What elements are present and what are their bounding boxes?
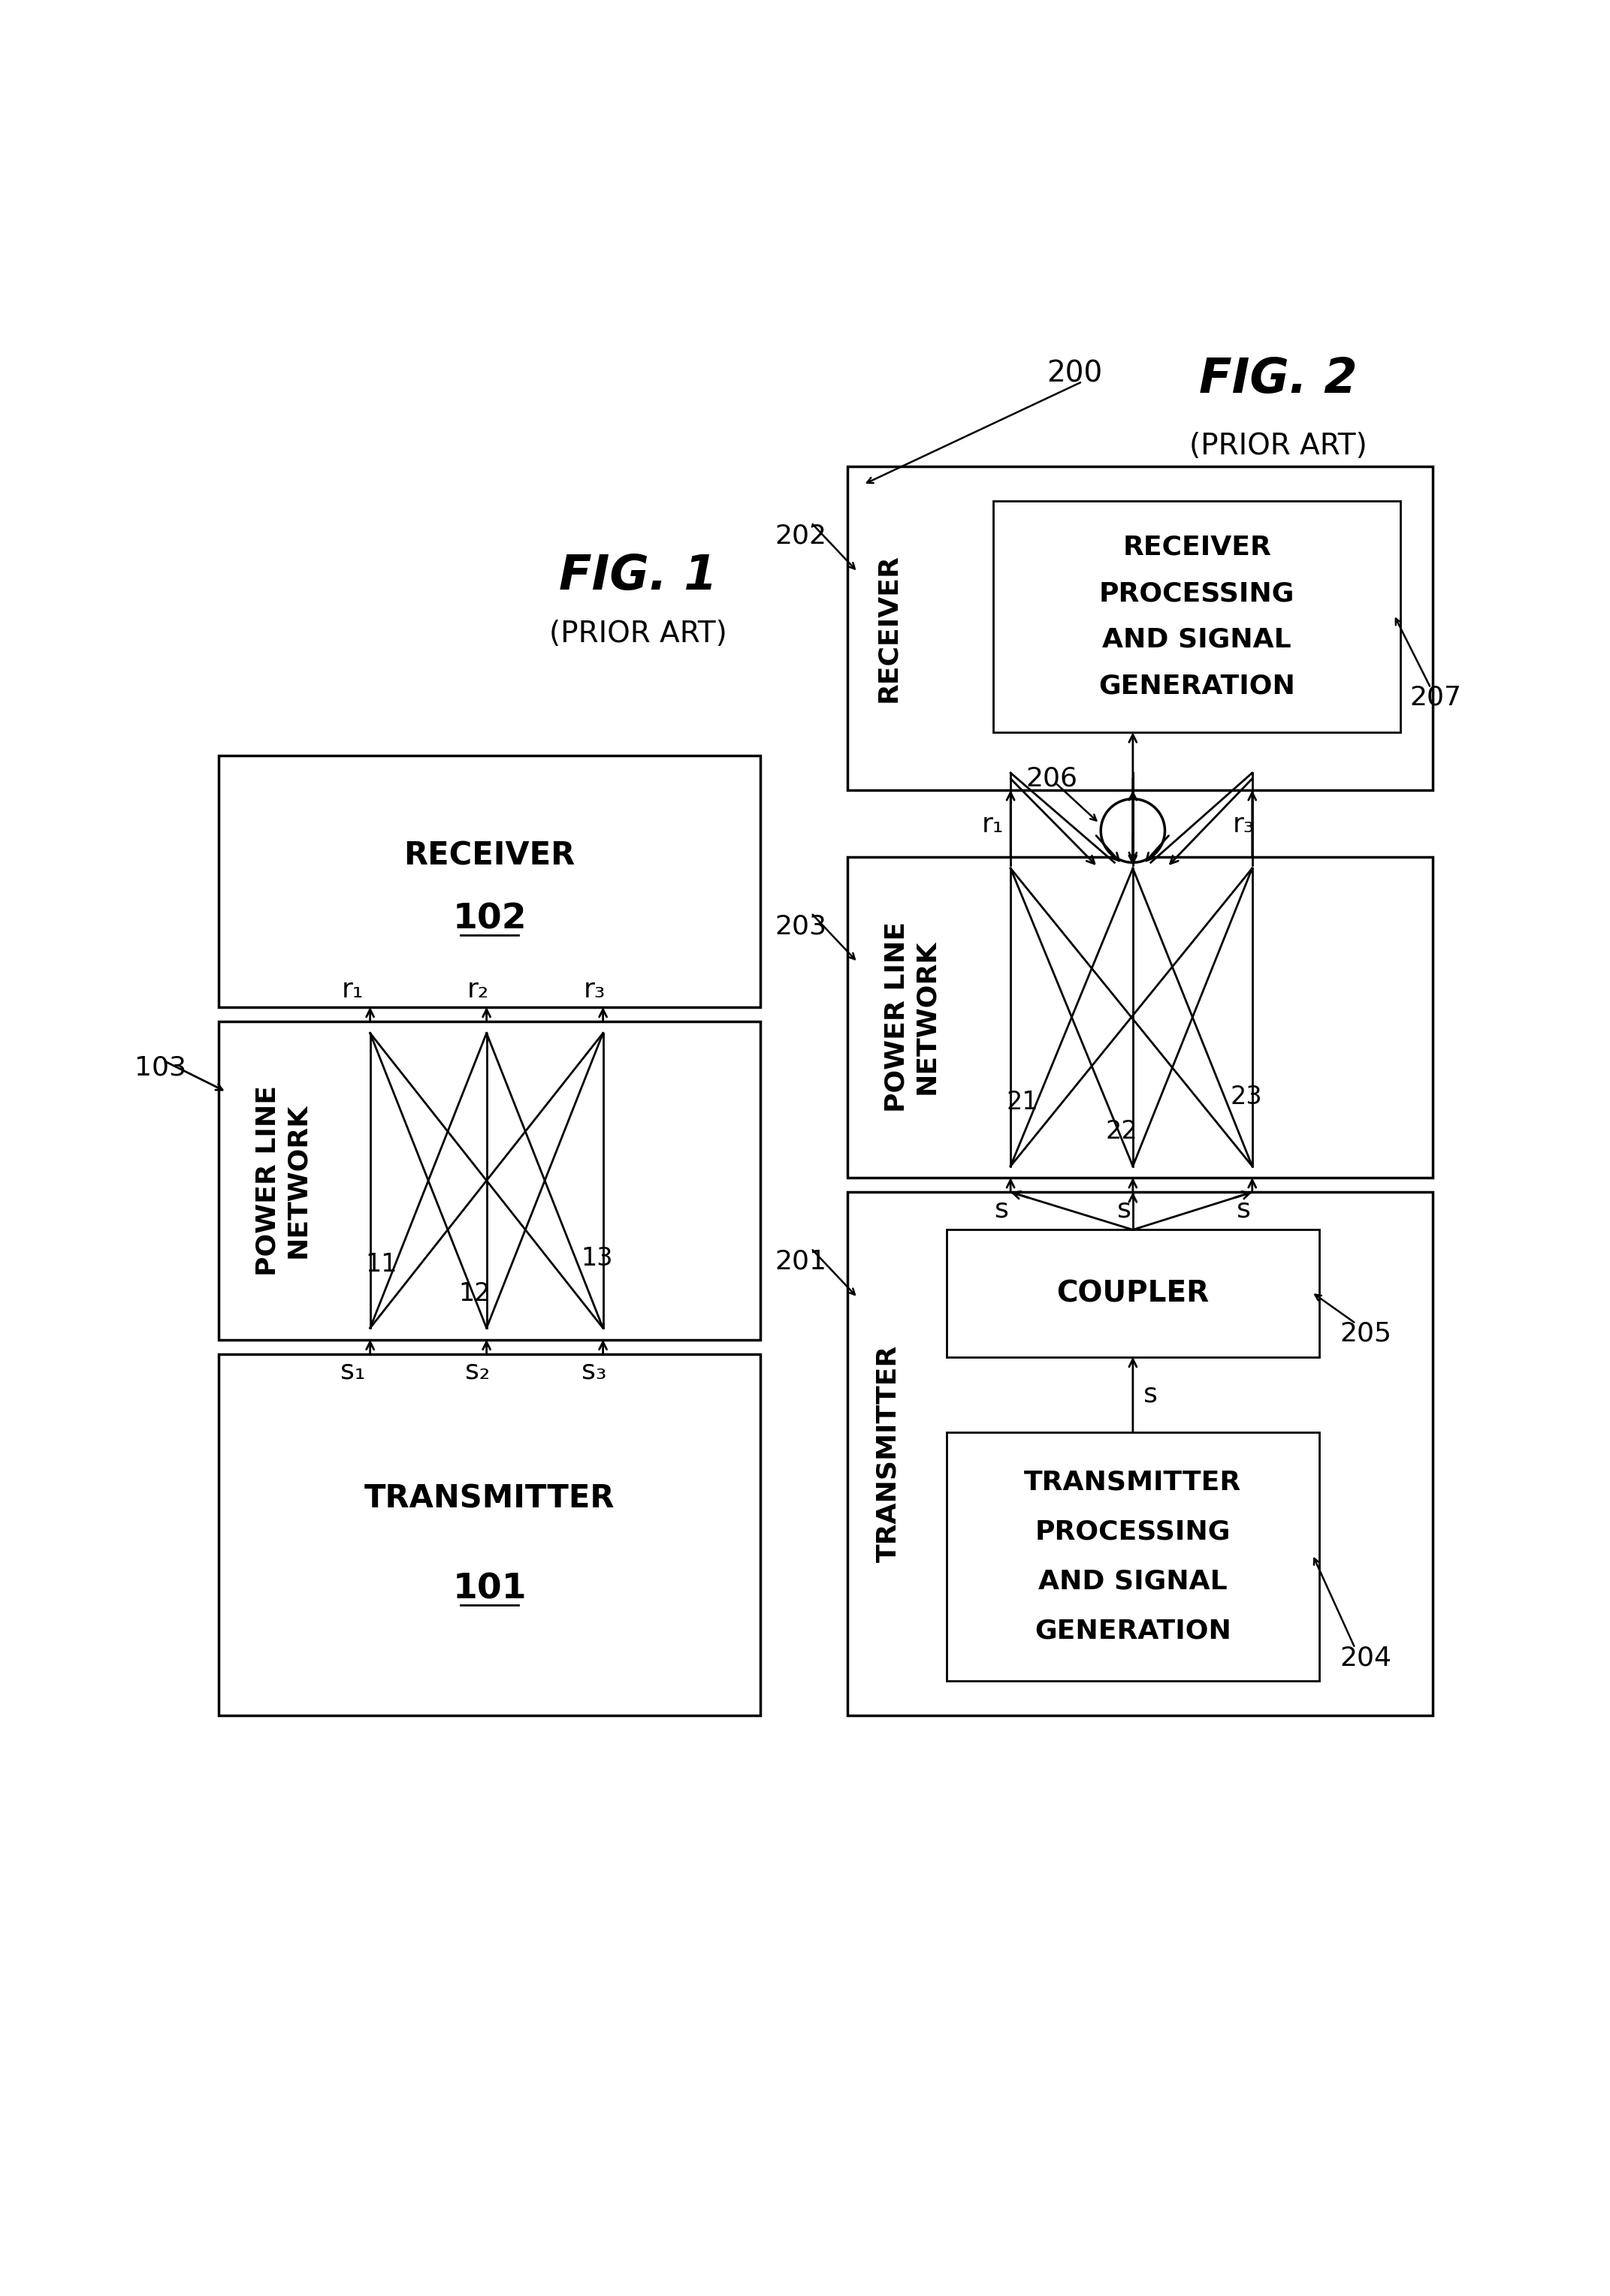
Text: TRANSMITTER: TRANSMITTER (364, 1483, 615, 1515)
Text: ⊕: ⊕ (1114, 808, 1153, 852)
Bar (847, 466, 1433, 790)
Bar (219, 1355, 760, 1715)
Text: s: s (1236, 1196, 1251, 1221)
Text: s: s (1143, 1382, 1158, 1407)
Text: r₁: r₁ (341, 978, 364, 1003)
Text: s₃: s₃ (581, 1359, 607, 1384)
Text: 11: 11 (365, 1251, 398, 1277)
Text: 12: 12 (459, 1281, 491, 1306)
Circle shape (1101, 799, 1166, 863)
Text: 21: 21 (1006, 1091, 1038, 1116)
Text: FIG. 1: FIG. 1 (559, 553, 716, 599)
Bar (947, 1231, 1319, 1357)
Text: COUPLER: COUPLER (1056, 1279, 1209, 1309)
Text: r₃: r₃ (583, 978, 605, 1003)
Text: 103: 103 (135, 1056, 187, 1081)
Bar (847, 1192, 1433, 1715)
Text: 202: 202 (774, 523, 828, 549)
Text: 205: 205 (1340, 1320, 1391, 1348)
Text: GENERATION: GENERATION (1035, 1619, 1232, 1644)
Text: 201: 201 (774, 1249, 828, 1274)
Text: TRANSMITTER: TRANSMITTER (1024, 1469, 1241, 1495)
Text: TRANSMITTER: TRANSMITTER (876, 1345, 902, 1564)
Text: PROCESSING: PROCESSING (1035, 1520, 1230, 1545)
Text: s: s (1117, 1196, 1132, 1221)
Text: 22: 22 (1104, 1118, 1137, 1143)
Text: PROCESSING: PROCESSING (1100, 581, 1294, 606)
Bar (219, 1022, 760, 1339)
Text: POWER LINE
NETWORK: POWER LINE NETWORK (256, 1086, 311, 1277)
Text: RECEIVER: RECEIVER (404, 840, 575, 872)
Text: RECEIVER: RECEIVER (1122, 535, 1272, 560)
Text: r₂: r₂ (467, 978, 489, 1003)
Text: s: s (995, 1196, 1009, 1221)
Text: POWER LINE
NETWORK: POWER LINE NETWORK (884, 921, 939, 1114)
Text: GENERATION: GENERATION (1098, 673, 1296, 698)
Text: 207: 207 (1410, 684, 1462, 709)
Text: s₂: s₂ (465, 1359, 491, 1384)
Bar (993, 501, 1401, 732)
Text: AND SIGNAL: AND SIGNAL (1103, 627, 1291, 652)
Text: (PRIOR ART): (PRIOR ART) (549, 620, 726, 647)
Text: 203: 203 (774, 914, 828, 939)
Text: r₃: r₃ (1232, 813, 1254, 838)
Bar (219, 755, 760, 1008)
Text: 206: 206 (1026, 767, 1077, 792)
Text: AND SIGNAL: AND SIGNAL (1038, 1568, 1227, 1593)
Text: r₂: r₂ (1113, 813, 1135, 838)
Text: (PRIOR ART): (PRIOR ART) (1190, 432, 1367, 461)
Text: RECEIVER: RECEIVER (876, 553, 902, 703)
Text: s₁: s₁ (340, 1359, 365, 1384)
Bar (947, 1433, 1319, 1681)
Text: r₁: r₁ (982, 813, 1005, 838)
Text: 200: 200 (1046, 360, 1103, 388)
Text: 101: 101 (452, 1573, 526, 1605)
Text: 23: 23 (1230, 1084, 1262, 1109)
Text: 102: 102 (452, 902, 526, 937)
Bar (847, 856, 1433, 1178)
Text: FIG. 2: FIG. 2 (1199, 356, 1357, 402)
Text: 204: 204 (1340, 1644, 1391, 1671)
Text: 13: 13 (581, 1247, 613, 1272)
